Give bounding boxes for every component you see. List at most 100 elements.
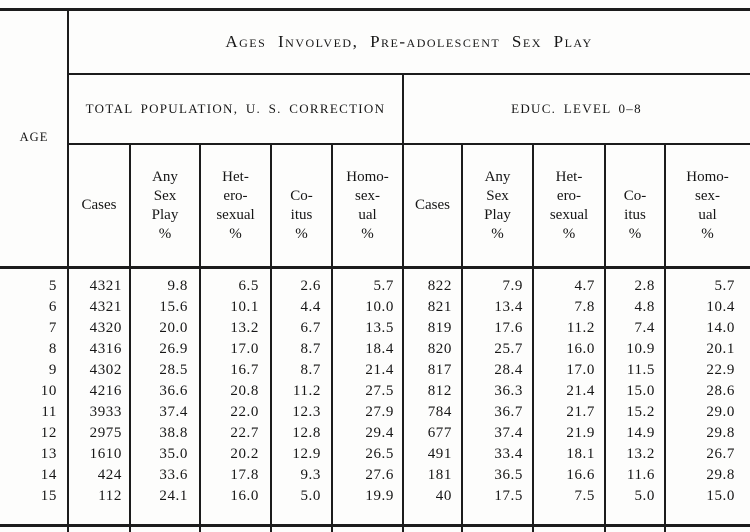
educ-cases-cell: 812 bbox=[427, 383, 452, 399]
total-coitus-cell: 12.8 bbox=[292, 425, 321, 441]
total-cases-cell: 4320 bbox=[89, 320, 122, 336]
educ-homosexual-cell: 22.9 bbox=[706, 362, 735, 378]
total-heterosexual-cell: 20.8 bbox=[230, 383, 259, 399]
bottom-rule bbox=[0, 524, 750, 527]
educ-any-sex-play-cell: 36.3 bbox=[494, 383, 523, 399]
section-divider bbox=[402, 73, 404, 532]
age-cell: 6 bbox=[48, 299, 57, 315]
total-homosexual-cell: 21.4 bbox=[365, 362, 394, 378]
total-coitus-cell: 6.7 bbox=[300, 320, 321, 336]
age-column-divider bbox=[67, 8, 69, 532]
total-coitus-cell: 8.7 bbox=[300, 341, 321, 357]
total-heterosexual-cell: 17.0 bbox=[230, 341, 259, 357]
total-heterosexual-cell: 22.7 bbox=[230, 425, 259, 441]
educ-coitus-cell: 2.8 bbox=[634, 278, 655, 294]
age-cell: 7 bbox=[48, 320, 57, 336]
total-any-sex-play-cell: 38.8 bbox=[159, 425, 188, 441]
table-row: 13 1610 35.0 20.2 12.9 26.5 491 33.4 18.… bbox=[0, 444, 750, 465]
educ-coitus-cell: 11.5 bbox=[626, 362, 655, 378]
column-header-coitus: Co- itus % bbox=[623, 187, 647, 242]
educ-cases-cell: 784 bbox=[427, 404, 452, 420]
total-cases-cell: 4216 bbox=[89, 383, 122, 399]
column-divider bbox=[461, 143, 463, 532]
educ-homosexual-cell: 10.4 bbox=[706, 299, 735, 315]
column-header-cases: Cases bbox=[415, 197, 450, 213]
educ-heterosexual-cell: 17.0 bbox=[566, 362, 595, 378]
column-header-homosexual: Homo- sex- ual % bbox=[346, 168, 389, 242]
total-any-sex-play-cell: 9.8 bbox=[167, 278, 188, 294]
column-divider bbox=[129, 143, 131, 532]
table-row: 5 4321 9.8 6.5 2.6 5.7 822 7.9 4.7 2.8 5… bbox=[0, 276, 750, 297]
total-cases-cell: 4302 bbox=[89, 362, 122, 378]
educ-heterosexual-cell: 18.1 bbox=[566, 446, 595, 462]
educ-homosexual-cell: 26.7 bbox=[706, 446, 735, 462]
total-coitus-cell: 12.9 bbox=[292, 446, 321, 462]
educ-heterosexual-cell: 16.0 bbox=[566, 341, 595, 357]
total-heterosexual-cell: 20.2 bbox=[230, 446, 259, 462]
educ-any-sex-play-cell: 25.7 bbox=[494, 341, 523, 357]
total-coitus-cell: 8.7 bbox=[300, 362, 321, 378]
educ-homosexual-cell: 29.8 bbox=[706, 425, 735, 441]
column-divider bbox=[664, 143, 666, 532]
educ-coitus-cell: 15.2 bbox=[626, 404, 655, 420]
table-row: 12 2975 38.8 22.7 12.8 29.4 677 37.4 21.… bbox=[0, 423, 750, 444]
column-divider bbox=[331, 143, 333, 532]
educ-coitus-cell: 15.0 bbox=[626, 383, 655, 399]
table-row: 10 4216 36.6 20.8 11.2 27.5 812 36.3 21.… bbox=[0, 381, 750, 402]
educ-homosexual-cell: 5.7 bbox=[714, 278, 735, 294]
column-header-heterosexual: Het- ero- sexual % bbox=[216, 168, 255, 242]
educ-any-sex-play-cell: 17.5 bbox=[494, 488, 523, 504]
educ-homosexual-cell: 14.0 bbox=[706, 320, 735, 336]
educ-any-sex-play-cell: 36.5 bbox=[494, 467, 523, 483]
total-coitus-cell: 11.2 bbox=[292, 383, 321, 399]
total-heterosexual-cell: 22.0 bbox=[230, 404, 259, 420]
educ-cases-cell: 822 bbox=[427, 278, 452, 294]
total-cases-cell: 4321 bbox=[89, 299, 122, 315]
educ-cases-cell: 820 bbox=[427, 341, 452, 357]
educ-homosexual-cell: 29.8 bbox=[706, 467, 735, 483]
column-divider bbox=[199, 143, 201, 532]
total-any-sex-play-cell: 35.0 bbox=[159, 446, 188, 462]
educ-any-sex-play-cell: 36.7 bbox=[494, 404, 523, 420]
total-any-sex-play-cell: 15.6 bbox=[159, 299, 188, 315]
total-homosexual-cell: 27.6 bbox=[365, 467, 394, 483]
table-body: 5 4321 9.8 6.5 2.6 5.7 822 7.9 4.7 2.8 5… bbox=[0, 276, 750, 507]
total-heterosexual-cell: 17.8 bbox=[230, 467, 259, 483]
educ-heterosexual-cell: 21.7 bbox=[566, 404, 595, 420]
total-heterosexual-cell: 6.5 bbox=[238, 278, 259, 294]
educ-coitus-cell: 14.9 bbox=[626, 425, 655, 441]
educ-cases-cell: 821 bbox=[427, 299, 452, 315]
total-any-sex-play-cell: 37.4 bbox=[159, 404, 188, 420]
total-cases-cell: 4321 bbox=[89, 278, 122, 294]
age-cell: 8 bbox=[48, 341, 57, 357]
column-header-heterosexual: Het- ero- sexual % bbox=[549, 168, 589, 242]
educ-homosexual-cell: 15.0 bbox=[706, 488, 735, 504]
educ-coitus-cell: 4.8 bbox=[634, 299, 655, 315]
total-coitus-cell: 2.6 bbox=[300, 278, 321, 294]
educ-homosexual-cell: 28.6 bbox=[706, 383, 735, 399]
section-underline-rule bbox=[68, 143, 750, 145]
educ-cases-cell: 677 bbox=[427, 425, 452, 441]
educ-coitus-cell: 11.6 bbox=[626, 467, 655, 483]
educ-cases-cell: 181 bbox=[427, 467, 452, 483]
total-any-sex-play-cell: 36.6 bbox=[159, 383, 188, 399]
total-homosexual-cell: 27.9 bbox=[365, 404, 394, 420]
age-cell: 11 bbox=[41, 404, 57, 420]
section-header-total-population: TOTAL POPULATION, U. S. CORRECTION bbox=[85, 101, 386, 116]
table-row: 9 4302 28.5 16.7 8.7 21.4 817 28.4 17.0 … bbox=[0, 360, 750, 381]
total-homosexual-cell: 5.7 bbox=[373, 278, 394, 294]
column-header-any-sex-play: Any Sex Play % bbox=[484, 168, 511, 242]
total-heterosexual-cell: 13.2 bbox=[230, 320, 259, 336]
age-cell: 9 bbox=[48, 362, 57, 378]
total-homosexual-cell: 26.5 bbox=[365, 446, 394, 462]
total-any-sex-play-cell: 26.9 bbox=[159, 341, 188, 357]
total-homosexual-cell: 13.5 bbox=[365, 320, 394, 336]
total-heterosexual-cell: 10.1 bbox=[230, 299, 259, 315]
educ-heterosexual-cell: 7.5 bbox=[574, 488, 595, 504]
educ-any-sex-play-cell: 28.4 bbox=[494, 362, 523, 378]
total-homosexual-cell: 19.9 bbox=[365, 488, 394, 504]
educ-cases-cell: 817 bbox=[427, 362, 452, 378]
age-cell: 15 bbox=[40, 488, 57, 504]
total-coitus-cell: 9.3 bbox=[300, 467, 321, 483]
age-cell: 5 bbox=[48, 278, 57, 294]
